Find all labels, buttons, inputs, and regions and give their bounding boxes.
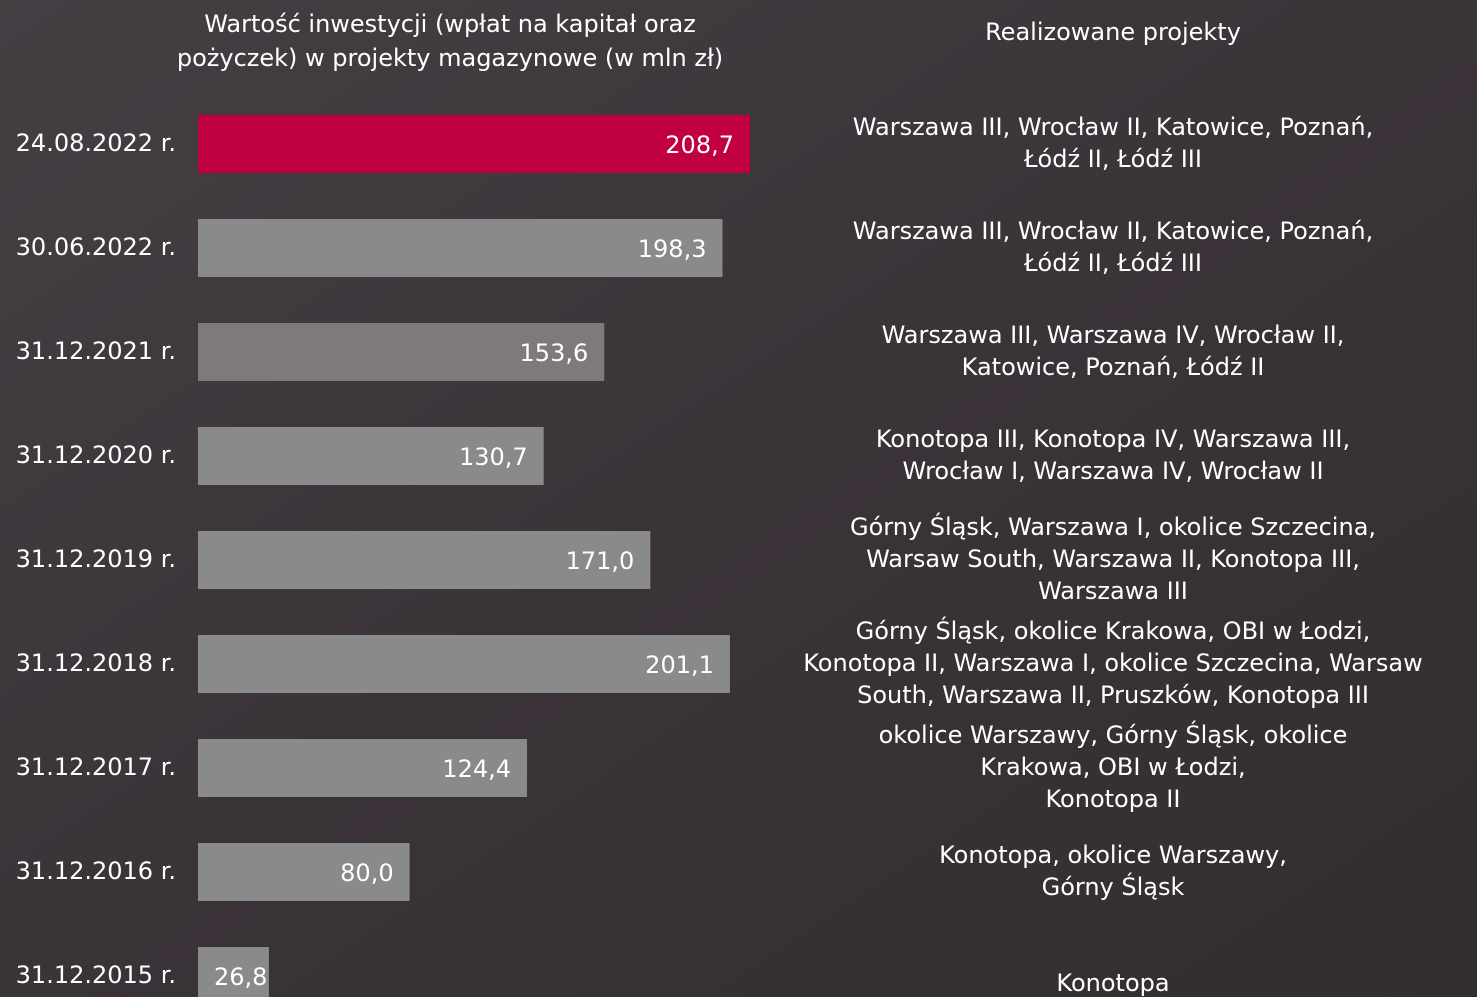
project-text: Warszawa III, Wrocław II, Katowice, Pozn… [853,217,1373,245]
value-label: 130,7 [459,443,528,471]
category-label: 31.12.2018 r. [16,649,176,677]
category-label: 31.12.2021 r. [16,337,176,365]
project-text: Warszawa III, Warszawa IV, Wrocław II, [882,321,1345,349]
page: Wartość inwestycji (wpłat na kapitał ora… [0,0,1477,997]
value-label: 171,0 [566,547,635,575]
value-label: 201,1 [645,651,714,679]
project-text: Górny Śląsk, Warszawa I, okolice Szczeci… [850,511,1376,541]
project-text: Konotopa, okolice Warszawy, [939,841,1287,869]
project-text: Warszawa III, Wrocław II, Katowice, Pozn… [853,113,1373,141]
project-text: Katowice, Poznań, Łódź II [962,353,1265,381]
value-label: 26,8 [214,963,267,991]
value-label: 208,7 [665,131,734,159]
project-text: okolice Warszawy, Górny Śląsk, okolice [879,719,1348,749]
project-text: Konotopa II, Warszawa I, okolice Szczeci… [803,649,1422,677]
chart: Wartość inwestycji (wpłat na kapitał ora… [0,0,1477,997]
project-text: Warsaw South, Warszawa II, Konotopa III, [866,545,1360,573]
category-label: 31.12.2016 r. [16,857,176,885]
project-text: Łódź II, Łódź III [1023,249,1202,277]
category-label: 31.12.2019 r. [16,545,176,573]
project-text: Konotopa [1056,969,1169,997]
project-text: South, Warszawa II, Pruszków, Konotopa I… [857,681,1369,709]
category-label: 30.06.2022 r. [16,233,176,261]
value-label: 80,0 [340,859,393,887]
value-label: 153,6 [520,339,589,367]
project-text: Konotopa III, Konotopa IV, Warszawa III, [876,425,1350,453]
category-label: 31.12.2020 r. [16,441,176,469]
projects-title: Realizowane projekty [985,18,1241,46]
category-label: 24.08.2022 r. [16,129,176,157]
chart-title: Wartość inwestycji (wpłat na kapitał ora… [204,10,696,38]
chart-title: pożyczek) w projekty magazynowe (w mln z… [177,44,723,72]
project-text: Warszawa III [1038,577,1188,605]
value-label: 124,4 [442,755,511,783]
project-text: Konotopa II [1046,785,1181,813]
project-text: Krakowa, OBI w Łodzi, [980,753,1245,781]
value-label: 198,3 [638,235,707,263]
category-label: 31.12.2017 r. [16,753,176,781]
category-label: 31.12.2015 r. [16,961,176,989]
project-text: Górny Śląsk [1042,871,1185,901]
project-text: Wrocław I, Warszawa IV, Wrocław II [902,457,1323,485]
project-text: Górny Śląsk, okolice Krakowa, OBI w Łodz… [856,615,1371,645]
project-text: Łódź II, Łódź III [1023,145,1202,173]
